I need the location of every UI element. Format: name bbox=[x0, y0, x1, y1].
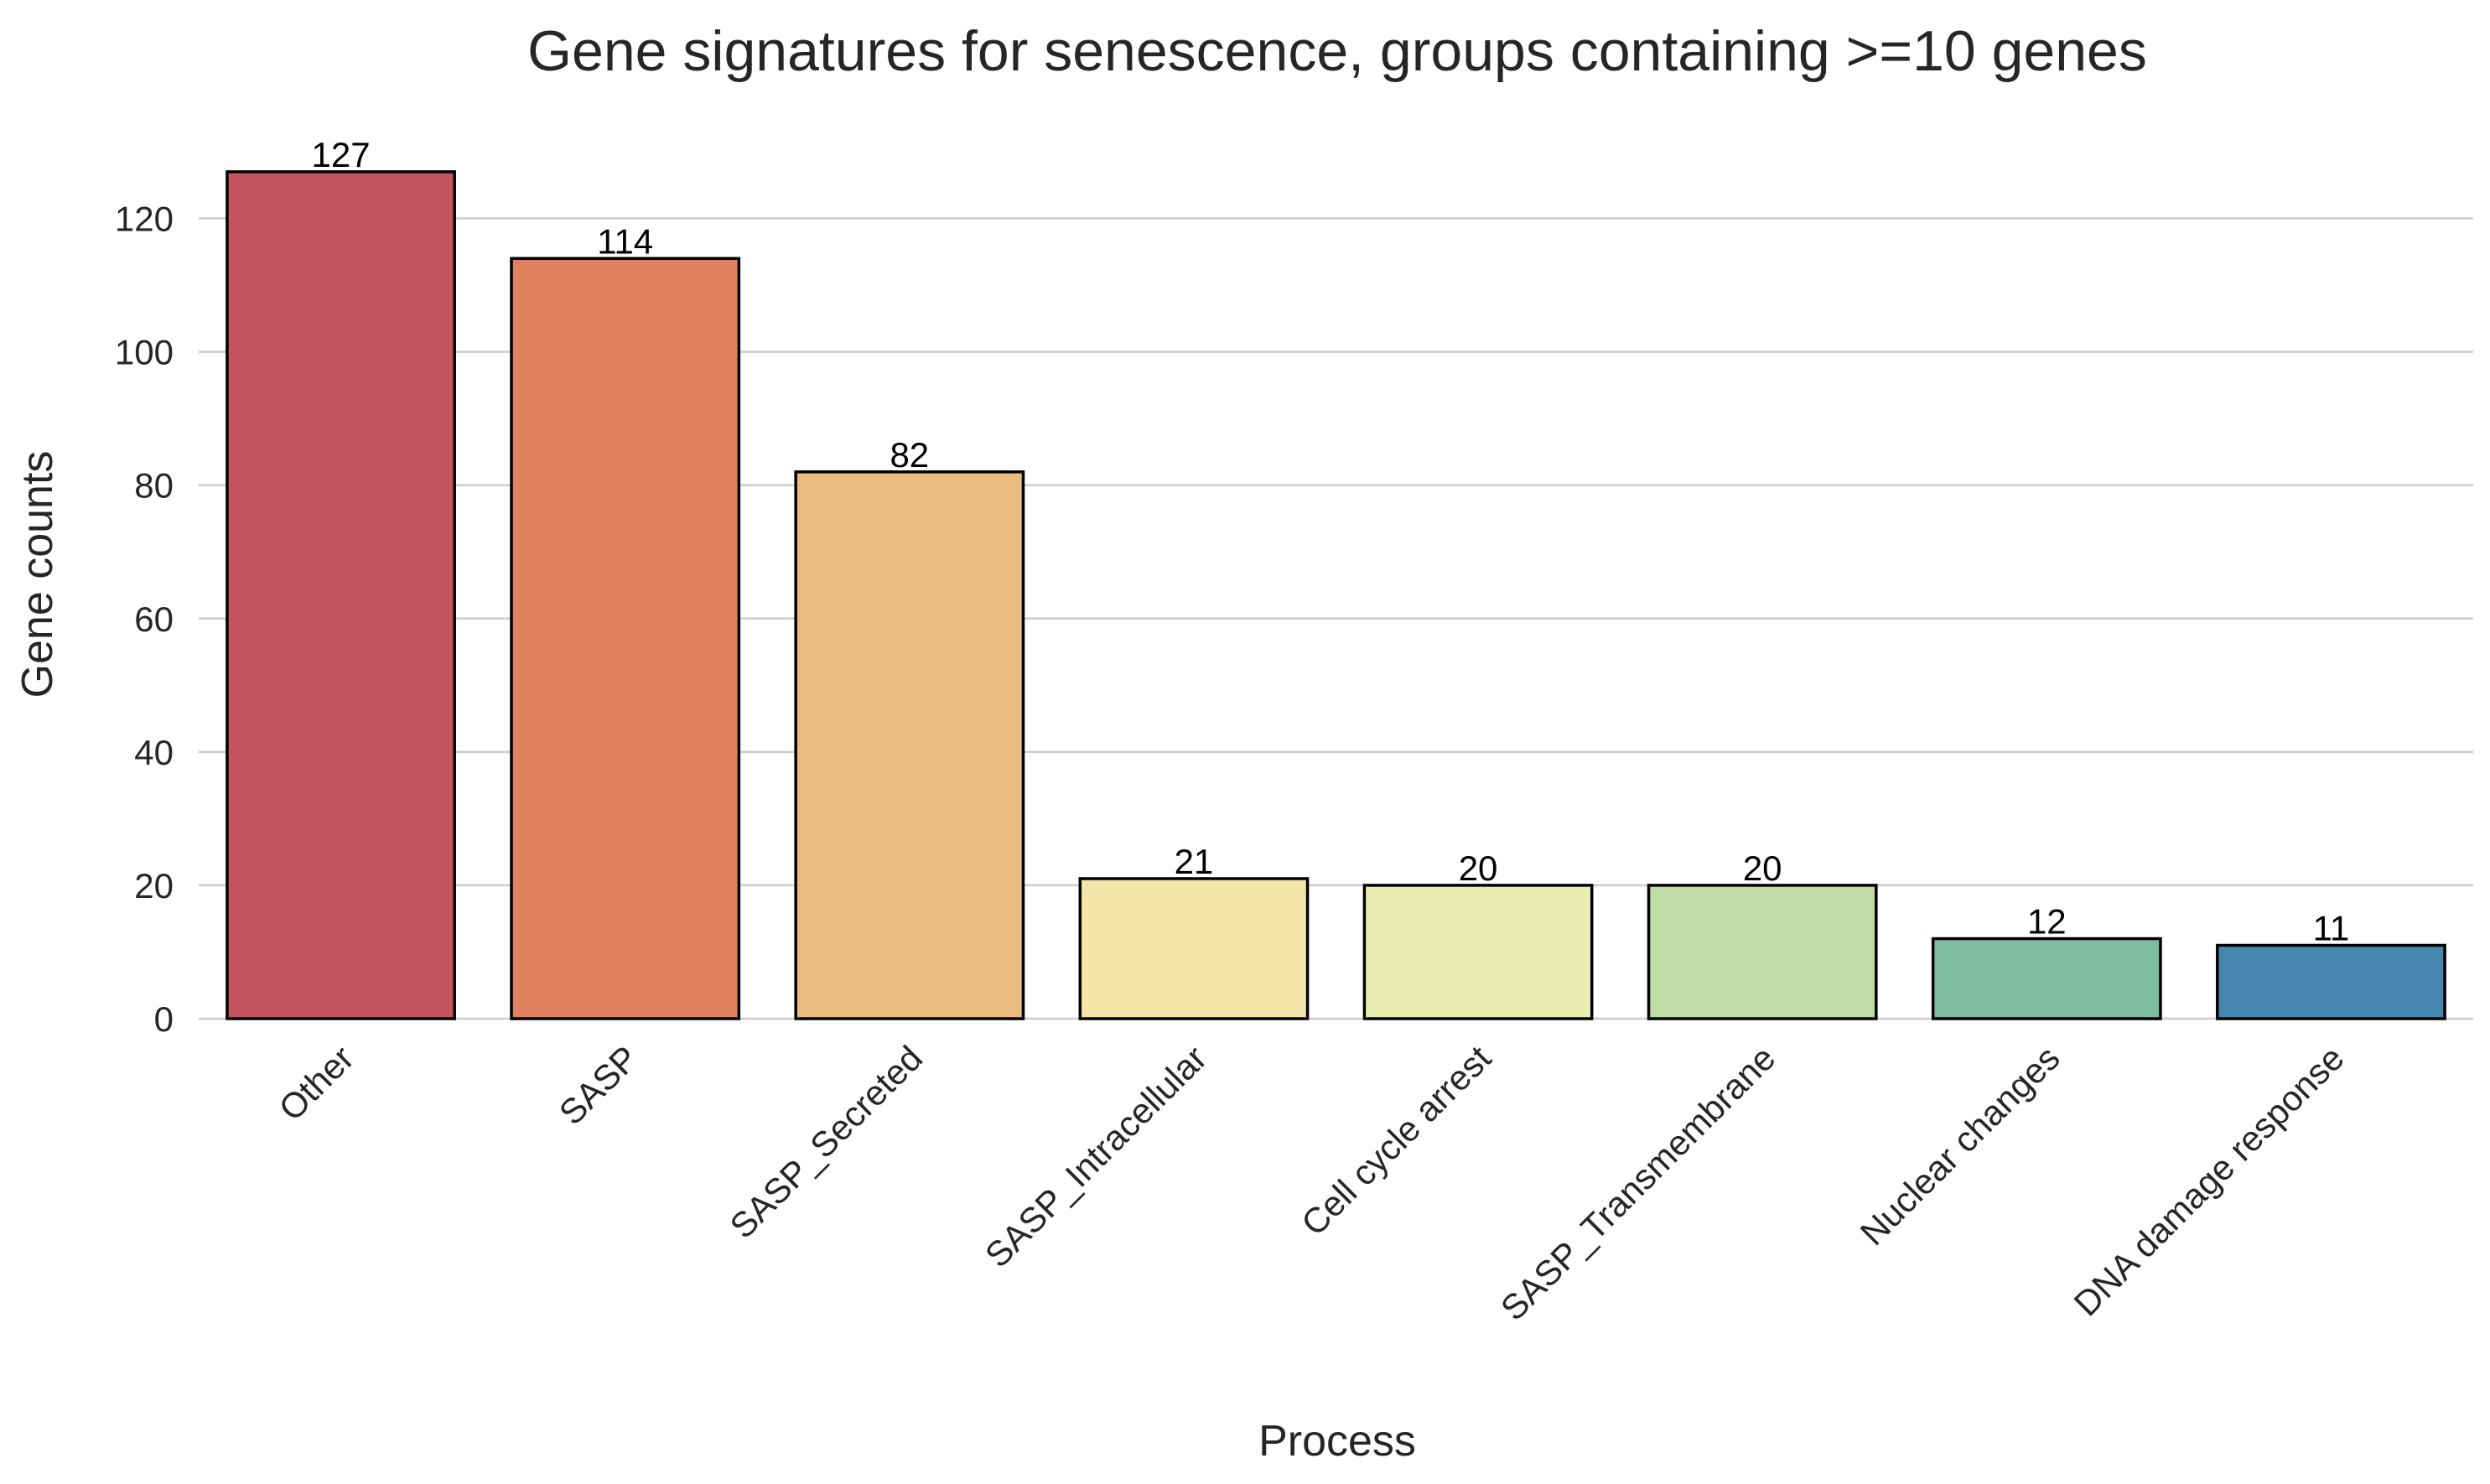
y-axis-ticks: 0 20 40 60 80 100 120 bbox=[115, 200, 174, 1039]
bar-1 bbox=[510, 257, 741, 1020]
x-tick-label: SASP bbox=[552, 1038, 646, 1132]
x-tick-label: SASP_Secreted bbox=[722, 1038, 930, 1246]
y-tick-label: 20 bbox=[134, 866, 174, 905]
x-tick-label: SASP_Transmembrane bbox=[1493, 1038, 1783, 1328]
bar-0 bbox=[226, 170, 456, 1020]
bar-7 bbox=[2216, 943, 2446, 1020]
y-tick-label: 80 bbox=[134, 466, 174, 506]
data-label: 21 bbox=[1175, 842, 1214, 881]
data-label: 11 bbox=[2313, 909, 2350, 948]
x-tick-label: Other bbox=[271, 1038, 361, 1129]
data-label: 114 bbox=[597, 221, 653, 261]
y-tick-label: 100 bbox=[115, 333, 174, 372]
y-tick-label: 40 bbox=[134, 733, 174, 772]
x-tick-label: Nuclear changes bbox=[1853, 1038, 2067, 1253]
data-label: 127 bbox=[312, 135, 371, 174]
y-tick-label: 60 bbox=[134, 599, 174, 639]
y-tick-label: 0 bbox=[154, 999, 174, 1039]
data-label: 12 bbox=[2027, 902, 2067, 942]
x-tick-label: Cell cycle arrest bbox=[1294, 1038, 1499, 1243]
data-label: 82 bbox=[890, 435, 929, 475]
y-axis-label: Gene counts bbox=[13, 451, 62, 698]
bar-6 bbox=[1931, 937, 2162, 1020]
y-tick-label: 120 bbox=[115, 200, 174, 239]
data-labels: 127 114 82 21 20 20 12 11 bbox=[312, 135, 2350, 948]
x-tick-label: SASP_Intracellular bbox=[978, 1038, 1215, 1275]
chart-title: Gene signatures for senescence, groups c… bbox=[527, 19, 2147, 83]
x-axis-label: Process bbox=[1258, 1417, 1416, 1466]
bar-5 bbox=[1647, 884, 1878, 1020]
x-tick-label: DNA damage response bbox=[2066, 1038, 2351, 1323]
bar-3 bbox=[1078, 877, 1310, 1020]
bar-4 bbox=[1362, 884, 1594, 1020]
data-label: 20 bbox=[1743, 848, 1782, 888]
bar-2 bbox=[794, 470, 1025, 1020]
bars bbox=[226, 170, 2446, 1020]
data-label: 20 bbox=[1459, 848, 1498, 888]
x-axis-ticks: Other SASP SASP_Secreted SASP_Intracellular… bbox=[271, 1038, 2351, 1328]
